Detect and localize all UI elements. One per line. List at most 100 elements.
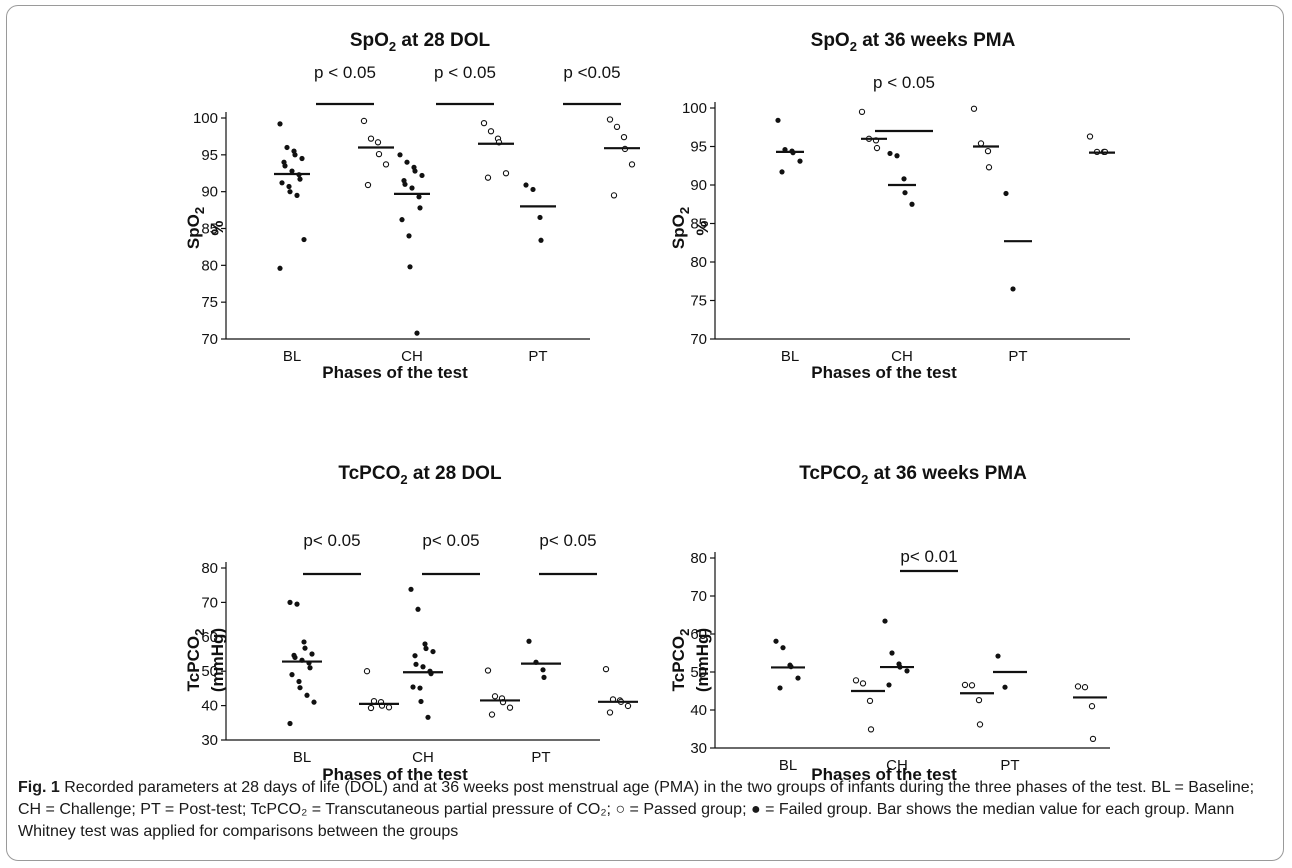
failed-point [279,180,285,186]
chart-title-main: SpO [350,30,389,51]
failed-point [397,152,403,158]
y-tick-label: 100 [682,100,707,117]
x-category-label: CH [401,348,423,365]
y-axis-label-sub: 2 [192,629,207,636]
chart-panel-3: TcPCO2 at 28 DOL304050607080TcPCO2(mmHg)… [184,463,638,784]
failed-point [414,330,420,336]
failed-point [287,720,293,727]
x-axis-label: Phases of the test [322,363,468,382]
passed-point [484,667,492,674]
y-tick-label: 90 [201,184,218,201]
chart-title-rest: at 28 DOL [396,30,490,51]
failed-point [538,237,544,243]
y-axis-label: SpO2% [669,207,712,249]
failed-point [423,645,429,652]
y-tick-label: 75 [690,293,707,310]
failed-point [409,185,415,191]
passed-point [487,128,495,135]
failed-point [537,214,543,221]
failed-point [795,675,801,681]
y-tick-label: 80 [690,254,707,271]
chart-panel-4: TcPCO2 at 36 weeks PMA304050607080TcPCO2… [669,463,1110,784]
chart-title-main: SpO [811,30,850,51]
passed-point [970,105,978,112]
failed-point [294,601,300,607]
passed-point [1089,735,1097,743]
failed-point [882,618,888,624]
y-tick-label: 80 [690,550,707,567]
failed-point [302,645,308,651]
x-category-label: PT [531,749,550,766]
failed-point [887,150,893,157]
failed-point [284,144,290,151]
passed-point [385,704,393,711]
y-tick-label: 90 [690,177,707,194]
failed-point [304,692,310,698]
failed-point [523,182,529,188]
failed-point [894,153,900,159]
failed-point [1010,286,1016,292]
passed-point [984,147,992,155]
chart-title-main: TcPCO [338,463,400,484]
y-axis-label-sub: 2 [677,629,692,636]
failed-point [901,176,907,182]
failed-point [779,169,785,175]
y-axis-label-main: TcPCO [184,636,203,691]
significance-label: p< 0.05 [539,531,596,550]
x-category-label: CH [891,348,913,365]
failed-point [418,698,424,705]
y-axis-label-sub: 2 [677,207,692,214]
failed-point [430,648,436,655]
failed-point [425,714,431,720]
failed-point [775,117,781,123]
failed-point [289,672,295,678]
chart-title-rest: at 36 weeks PMA [868,463,1027,484]
passed-point [367,135,375,142]
y-tick-label: 100 [193,110,218,127]
passed-point [606,709,614,716]
y-axis-label-main: TcPCO [669,636,688,691]
y-tick-label: 70 [201,594,218,611]
failed-point [889,650,895,656]
passed-point [858,108,866,115]
passed-point [961,681,969,689]
failed-point [299,155,305,162]
y-tick-label: 95 [690,139,707,156]
passed-point [375,150,383,158]
x-category-label: BL [283,348,301,365]
chart-title-sub: 2 [389,39,396,54]
failed-point [415,606,421,612]
caption-fig-label: Fig. 1 [18,779,60,796]
y-axis-label-main: SpO [184,214,203,249]
passed-point [360,117,368,125]
passed-point [975,696,983,704]
failed-point [311,699,317,705]
failed-point [1002,684,1008,690]
y-axis-label: TcPCO2(mmHg) [184,628,227,692]
failed-point [419,172,425,179]
y-tick-label: 80 [201,560,218,577]
passed-point [506,704,514,711]
y-tick-label: 85 [201,221,218,238]
y-axis-label: SpO2% [184,207,227,249]
y-tick-label: 70 [201,331,218,348]
y-tick-label: 50 [201,663,218,680]
failed-point [294,192,300,198]
passed-point [867,726,875,733]
y-axis-label-sub: 2 [192,207,207,214]
y-axis-label-main: SpO [669,214,688,249]
significance-label: p < 0.05 [314,63,376,82]
x-category-label: BL [781,348,799,365]
failed-point [287,599,293,606]
failed-point [420,664,426,670]
passed-point [985,164,993,171]
chart-title-sub: 2 [850,39,857,54]
passed-point [613,123,621,130]
failed-point [404,159,410,165]
significance-label: p < 0.05 [434,63,496,82]
x-category-label: PT [1000,757,1019,774]
significance-label: p < 0.05 [873,73,935,92]
failed-point [399,217,405,223]
failed-point [909,201,915,207]
